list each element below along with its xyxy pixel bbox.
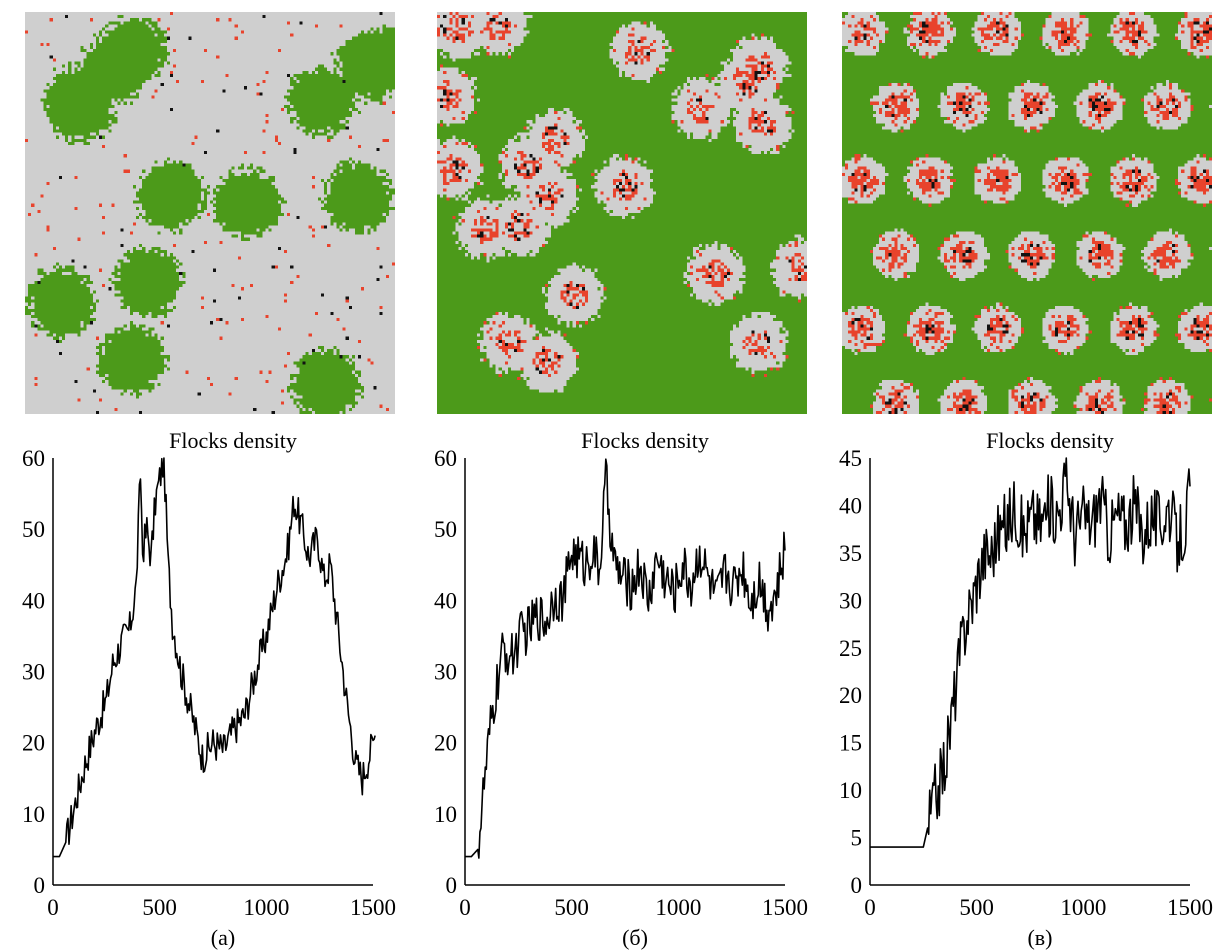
panel-caption-b: (б)	[622, 925, 648, 950]
y-tick-label-a: 20	[22, 731, 45, 756]
chart-svg-a: Flocks density 0 10 20 30 40 50 60 0 500 1000 1500 (…	[25, 420, 405, 951]
chart-svg-c: Flocks density 0 5 10 15 20 25 30 35 40 45 0 500 1000…	[842, 420, 1220, 951]
y-tick-label-c: 25	[839, 636, 862, 661]
y-tick-label-c: 10	[839, 778, 862, 803]
flocks-density-chart-c: Flocks density 0 5 10 15 20 25 30 35 40 45 0 500 1000…	[842, 420, 1220, 951]
x-tick-label-b: 500	[554, 895, 589, 920]
y-tick-label-c: 30	[839, 588, 862, 613]
x-tick-label-a: 500	[142, 895, 177, 920]
x-tick-label-b: 1500	[762, 895, 808, 920]
flocks-density-chart-b: Flocks density 0 10 20 30 40 50 60 0 500 1000 1500 (…	[437, 420, 817, 951]
x-tick-label-c: 500	[959, 895, 994, 920]
panel-b: Flocks density 0 10 20 30 40 50 60 0 500 1000 1500 (…	[437, 0, 817, 951]
x-tick-label-c: 0	[864, 895, 876, 920]
density-series-line-a	[53, 458, 375, 857]
chart-title-a: Flocks density	[169, 428, 297, 453]
x-tick-label-b: 0	[459, 895, 471, 920]
y-tick-label-c: 15	[839, 731, 862, 756]
x-tick-label-c: 1500	[1167, 895, 1213, 920]
panel-caption-a: (а)	[211, 925, 235, 950]
y-tick-label-a: 60	[22, 446, 45, 471]
simulation-canvas-a	[25, 12, 395, 414]
y-tick-label-b: 10	[434, 802, 457, 827]
y-tick-label-c: 20	[839, 683, 862, 708]
y-tick-label-b: 30	[434, 660, 457, 685]
simulation-canvas-c	[842, 12, 1212, 414]
simulation-grid-a	[25, 12, 395, 414]
y-tick-label-b: 20	[434, 731, 457, 756]
panel-a: Flocks density 0 10 20 30 40 50 60 0 500 1000 1500 (…	[25, 0, 405, 951]
x-tick-label-a: 0	[47, 895, 59, 920]
y-tick-label-c: 40	[839, 493, 862, 518]
y-tick-label-c: 0	[851, 873, 863, 898]
simulation-grid-b	[437, 12, 807, 414]
y-tick-label-a: 10	[22, 802, 45, 827]
y-tick-label-c: 5	[851, 826, 863, 851]
chart-title-c: Flocks density	[986, 428, 1114, 453]
y-tick-label-a: 30	[22, 660, 45, 685]
density-series-line-c	[870, 458, 1190, 847]
x-tick-label-a: 1500	[350, 895, 396, 920]
simulation-canvas-b	[437, 12, 807, 414]
chart-title-b: Flocks density	[581, 428, 709, 453]
x-tick-label-b: 1000	[655, 895, 701, 920]
x-tick-label-c: 1000	[1060, 895, 1106, 920]
chart-svg-b: Flocks density 0 10 20 30 40 50 60 0 500 1000 1500 (…	[437, 420, 817, 951]
y-tick-label-a: 50	[22, 517, 45, 542]
y-tick-label-b: 50	[434, 517, 457, 542]
flocks-density-chart-a: Flocks density 0 10 20 30 40 50 60 0 500 1000 1500 (…	[25, 420, 405, 951]
panel-caption-c: (в)	[1027, 925, 1052, 950]
y-tick-label-b: 0	[446, 873, 458, 898]
y-tick-label-b: 40	[434, 588, 457, 613]
y-tick-label-b: 60	[434, 446, 457, 471]
panel-c: Flocks density 0 5 10 15 20 25 30 35 40 45 0 500 1000…	[842, 0, 1220, 951]
x-tick-label-a: 1000	[243, 895, 289, 920]
simulation-grid-c	[842, 12, 1212, 414]
y-tick-label-a: 40	[22, 588, 45, 613]
density-series-line-b	[465, 459, 785, 858]
y-tick-label-a: 0	[34, 873, 46, 898]
y-tick-label-c: 35	[839, 541, 862, 566]
y-tick-label-c: 45	[839, 446, 862, 471]
